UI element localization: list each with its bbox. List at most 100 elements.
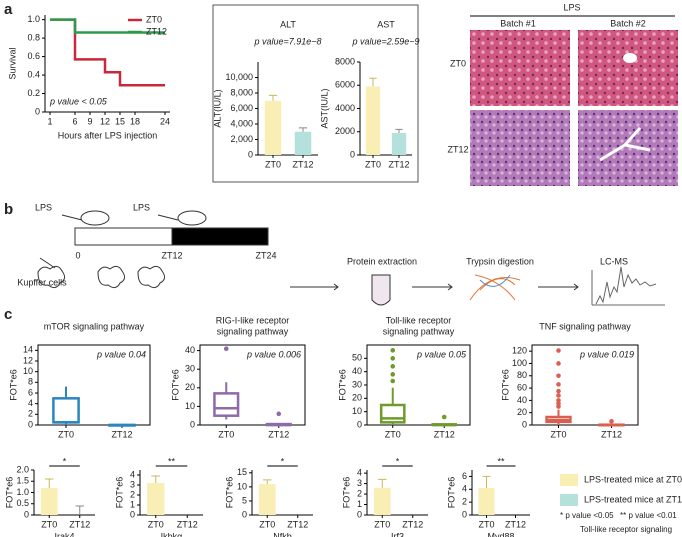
- x-tick-label: ZT0: [385, 429, 401, 439]
- vessel: [623, 53, 637, 63]
- y-tick-label: 0: [24, 509, 29, 519]
- x-tick-label: ZT0: [265, 159, 281, 169]
- legend-label: ZT12: [146, 26, 167, 36]
- y-tick-label: 2: [357, 488, 362, 498]
- y-tick-label: 60: [517, 382, 527, 392]
- step-arrows: [290, 283, 579, 291]
- step-label: Trypsin digestion: [466, 256, 534, 266]
- x-tick-label: ZT0: [41, 519, 57, 529]
- annotation: p value 0.04: [96, 349, 146, 359]
- outlier: [441, 414, 447, 420]
- legend-note: * p value <0.05: [560, 511, 614, 520]
- annotation: p value < 0.05: [49, 96, 108, 106]
- chart-title: TNF signaling pathway: [539, 321, 631, 331]
- y-tick-label: 1: [130, 499, 135, 509]
- micrograph: [470, 110, 570, 186]
- x-axis-label: Ikbkα: [161, 531, 183, 537]
- peptide-icon: [469, 274, 521, 301]
- x-tick-label: 9: [87, 116, 92, 126]
- y-tick-label: 4: [130, 469, 135, 479]
- y-tick-label: 8,000: [230, 87, 253, 97]
- cell-label: Kupffer cells: [17, 277, 67, 287]
- panel-label: a: [4, 1, 13, 18]
- y-tick-label: 2: [28, 409, 33, 419]
- y-axis-label: FOT*e6: [224, 477, 234, 509]
- y-tick-label: 40: [185, 345, 195, 355]
- y-axis-label: AST(IU/L): [319, 88, 329, 128]
- y-tick-label: 0.8: [27, 32, 40, 42]
- y-tick-label: 40: [352, 366, 362, 376]
- chart-title: signaling pathway: [217, 326, 289, 336]
- x-tick-label: 1: [47, 116, 52, 126]
- bar: [264, 100, 282, 155]
- annotation: p value 0.019: [579, 349, 634, 359]
- bar: [478, 488, 495, 515]
- annotation: p value 0.05: [416, 349, 467, 359]
- legend-swatch: [560, 474, 578, 486]
- y-axis-label: FOT*e6: [8, 369, 18, 401]
- y-axis-label: FOT*e6: [446, 477, 456, 509]
- y-tick-label: 30: [185, 364, 195, 374]
- box: [379, 403, 406, 424]
- y-tick-label: 0.6: [27, 51, 40, 61]
- x-tick-label: 24: [160, 116, 170, 126]
- y-tick-label: 4: [28, 398, 33, 408]
- outlier: [609, 419, 614, 424]
- survival-line: [50, 18, 165, 34]
- x-tick-label: ZT12: [402, 519, 423, 529]
- group-label: LPS: [563, 2, 580, 12]
- legend-swatch: [560, 494, 578, 506]
- mouse-icon: [80, 210, 110, 226]
- x-tick-label: ZT12: [111, 429, 132, 439]
- y-tick-label: 0: [357, 509, 362, 519]
- annotation: p value=2.59e−9: [351, 36, 419, 46]
- y-tick-label: 4: [357, 468, 362, 478]
- y-tick-label: 10: [352, 406, 362, 416]
- vessel: [599, 127, 651, 162]
- error-bar: [263, 479, 272, 485]
- spectrum-icon: [591, 266, 665, 306]
- x-tick-label: ZT12: [268, 429, 289, 439]
- legend-caption: Toll-like receptor signaling: [580, 525, 672, 534]
- x-tick-label: ZT0: [365, 159, 381, 169]
- y-tick-label: 10: [185, 401, 195, 411]
- row-label: ZT12: [447, 144, 468, 154]
- y-tick-label: 0.4: [27, 69, 40, 79]
- y-tick-label: 1.0: [16, 487, 29, 497]
- y-axis-label: FOT*e6: [337, 369, 347, 401]
- outlier: [390, 372, 396, 377]
- dark-phase: [171, 227, 269, 246]
- y-tick-label: 0: [350, 149, 355, 159]
- error-bar: [395, 128, 403, 133]
- legend-label: LPS-treated mice at ZT12: [584, 494, 682, 504]
- chart-title: mTOR signaling pathway: [44, 321, 145, 331]
- y-tick-label: 3: [357, 478, 362, 488]
- y-axis-label: FOT*e6: [170, 369, 180, 401]
- outlier: [556, 361, 561, 366]
- y-tick-label: 12: [23, 355, 33, 365]
- y-tick-label: 20: [352, 393, 362, 403]
- bar: [391, 132, 407, 155]
- micrograph: [470, 30, 570, 106]
- workflow-labels: LPS LPS 0 ZT12 ZT24 Kupffer cells Protei…: [17, 202, 628, 287]
- x-axis-label: Myd88: [487, 531, 514, 537]
- bar: [365, 86, 381, 155]
- column-label: Batch #2: [610, 18, 646, 28]
- y-tick-label: 5: [242, 495, 247, 505]
- injection-arrow: [61, 214, 179, 221]
- outlier: [556, 348, 561, 353]
- y-tick-label: 4,000: [230, 118, 253, 128]
- x-tick-label: ZT0: [550, 429, 566, 439]
- y-axis-label: FOT*e6: [4, 477, 14, 509]
- x-tick-label: 12: [100, 116, 110, 126]
- y-tick-label: 4: [462, 484, 467, 494]
- legend-label: ZT0: [146, 14, 162, 24]
- x-tick-label: ZT12: [388, 159, 409, 169]
- x-tick-label: 6: [72, 116, 77, 126]
- bar: [373, 487, 391, 515]
- y-tick-label: 6: [28, 387, 33, 397]
- y-axis-label: ALT(IU/L): [212, 89, 222, 127]
- panel-label: b: [4, 201, 13, 218]
- y-tick-label: 15: [237, 467, 247, 477]
- y-tick-label: 6,000: [230, 103, 253, 113]
